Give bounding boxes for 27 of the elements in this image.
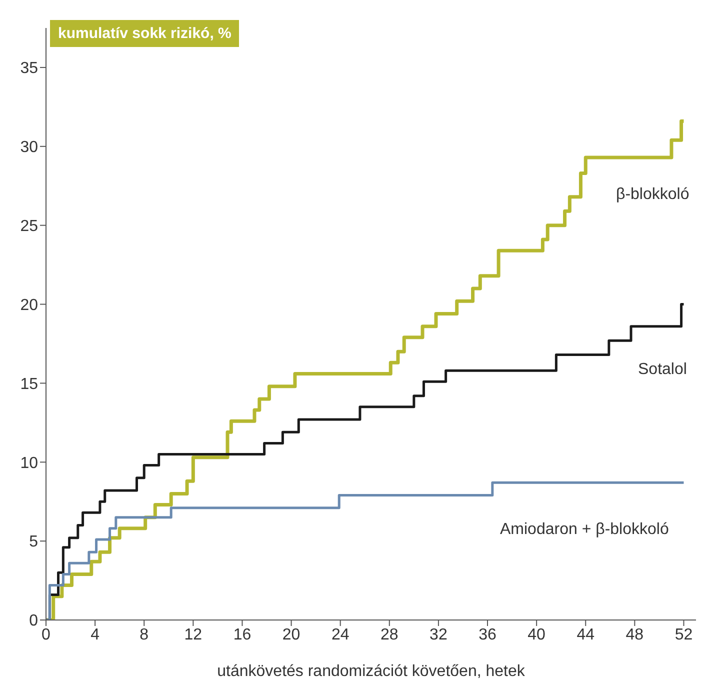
y-tick-label: 25 xyxy=(20,218,38,236)
x-axis-title: utánkövetés randomizációt követően, hetek xyxy=(217,663,526,680)
x-tick-label: 12 xyxy=(184,626,202,644)
x-tick-label: 24 xyxy=(331,626,350,644)
y-axis-title: kumulatív sokk rizikó, % xyxy=(50,20,240,47)
series-label: Sotalol xyxy=(638,361,687,379)
y-tick-label: 0 xyxy=(29,612,38,630)
y-tick-label: 15 xyxy=(20,376,38,393)
x-tick-label: 48 xyxy=(626,626,644,644)
x-tick-label: 52 xyxy=(674,626,693,644)
x-tick-label: 20 xyxy=(282,626,300,644)
y-tick-label: 35 xyxy=(20,60,38,78)
x-tick-label: 28 xyxy=(380,626,398,644)
series-label: Amiodaron + β-blokkoló xyxy=(500,521,669,539)
x-tick-label: 40 xyxy=(528,626,546,644)
y-tick-label: 30 xyxy=(20,139,38,156)
x-tick-label: 4 xyxy=(90,626,100,644)
series-label: β-blokkoló xyxy=(616,186,690,204)
x-tick-label: 8 xyxy=(140,626,149,644)
x-tick-label: 36 xyxy=(478,626,497,644)
y-tick-label: 10 xyxy=(20,454,38,472)
y-tick-label: 20 xyxy=(20,296,38,314)
y-tick-label: 5 xyxy=(29,534,38,551)
x-tick-label: 16 xyxy=(233,626,252,644)
x-tick-label: 32 xyxy=(430,626,448,644)
x-tick-label: 44 xyxy=(576,626,595,644)
x-tick-label: 0 xyxy=(42,626,51,644)
